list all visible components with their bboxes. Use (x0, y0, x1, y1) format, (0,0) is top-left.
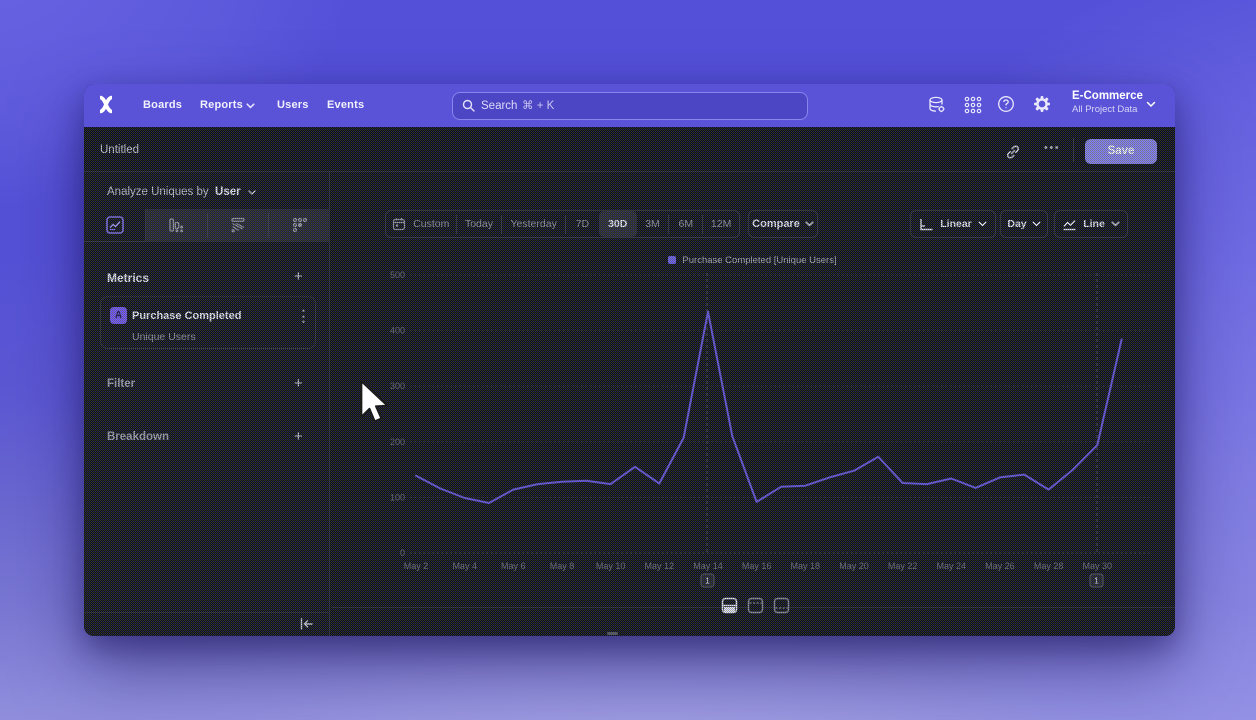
svg-text:May 28: May 28 (1034, 561, 1064, 571)
svg-text:May 12: May 12 (645, 561, 675, 571)
svg-text:May 10: May 10 (596, 561, 626, 571)
svg-text:May 14: May 14 (693, 561, 723, 571)
svg-text:May 24: May 24 (937, 561, 967, 571)
svg-text:400: 400 (390, 326, 405, 336)
svg-text:200: 200 (390, 437, 405, 447)
svg-text:May 26: May 26 (985, 561, 1015, 571)
svg-text:0: 0 (400, 548, 405, 558)
svg-text:May 20: May 20 (839, 561, 869, 571)
svg-text:500: 500 (390, 270, 405, 280)
svg-text:May 6: May 6 (501, 561, 526, 571)
svg-text:May 2: May 2 (404, 561, 429, 571)
svg-text:May 18: May 18 (791, 561, 821, 571)
svg-text:May 16: May 16 (742, 561, 772, 571)
svg-text:May 8: May 8 (550, 561, 575, 571)
svg-text:May 22: May 22 (888, 561, 918, 571)
svg-text:May 30: May 30 (1083, 561, 1113, 571)
svg-text:100: 100 (390, 492, 405, 502)
svg-text:1: 1 (1094, 576, 1099, 586)
svg-text:300: 300 (390, 381, 405, 391)
svg-text:May 4: May 4 (452, 561, 477, 571)
svg-text:1: 1 (705, 576, 710, 586)
